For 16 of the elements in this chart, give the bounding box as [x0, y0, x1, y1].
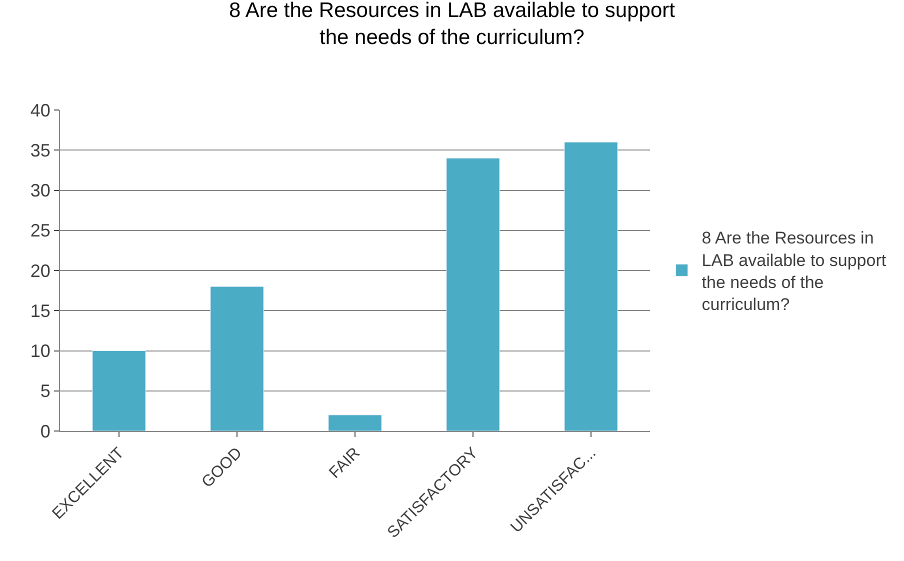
y-tick-label: 35	[30, 140, 50, 160]
y-tick-label: 15	[30, 300, 50, 321]
chart-title: 8 Are the Resources in LAB available to support the needs of the curriculum?	[229, 0, 676, 50]
bar	[446, 158, 500, 431]
legend-label: 8 Are the Resources in LAB available to support the needs of the curriculum?	[702, 228, 886, 314]
y-tick-label: 20	[30, 260, 50, 281]
y-tick-label: 0	[40, 421, 50, 442]
bar	[328, 414, 382, 431]
bar	[564, 142, 618, 431]
bar	[210, 286, 264, 431]
y-tick-label: 30	[30, 180, 50, 201]
bar	[92, 350, 146, 431]
y-tick-label: 40	[30, 100, 50, 120]
y-tick-label: 10	[30, 341, 50, 362]
y-tick-label: 5	[40, 381, 50, 402]
y-tick-label: 25	[30, 220, 50, 241]
